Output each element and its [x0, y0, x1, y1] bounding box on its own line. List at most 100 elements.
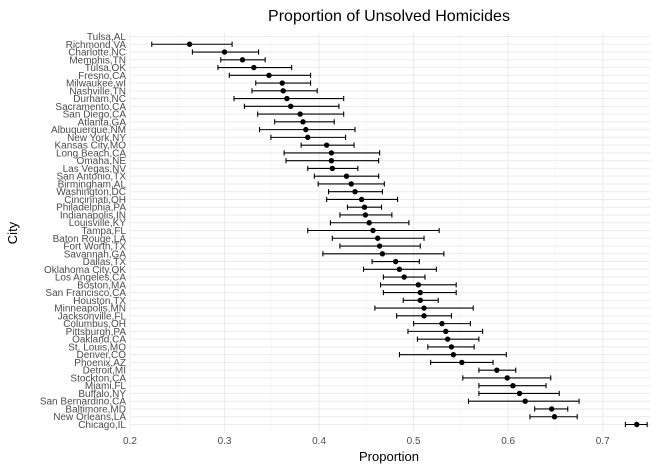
- x-tick-label: 0.3: [218, 436, 232, 447]
- estimate-point: [444, 336, 451, 342]
- city-label: Boston,MA: [77, 280, 126, 291]
- city-label: Columbus,OH: [63, 319, 126, 330]
- estimate-point: [366, 220, 372, 226]
- estimate-point: [448, 344, 455, 350]
- estimate-point: [450, 351, 457, 358]
- city-label: Baltimore,MD: [65, 404, 126, 415]
- city-label: San Antonio,TX: [57, 172, 127, 183]
- x-tick-label: 0.7: [596, 436, 610, 447]
- estimate-point: [396, 266, 403, 272]
- city-label: St. Louis,MO: [68, 342, 126, 353]
- city-label: Phoenix,AZ: [74, 358, 126, 369]
- city-label: Louisville,KY: [69, 218, 127, 229]
- city-label: Baton Rouge,LA: [53, 234, 127, 245]
- x-tick-labels: 0.2 0.3 0.4 0.5 0.6 0.7: [123, 436, 610, 447]
- city-label: San Diego,CA: [63, 110, 127, 121]
- city-label: Tulsa,OK: [85, 63, 127, 74]
- chart-title: Proportion of Unsolved Homicides: [268, 8, 510, 25]
- city-label: Albuquerque,NM: [51, 125, 126, 136]
- estimate-point: [522, 398, 528, 404]
- city-label: Sacramento,CA: [55, 102, 126, 113]
- estimate-point: [459, 359, 465, 366]
- grid: [129, 33, 650, 432]
- city-label: Chicago,IL: [78, 420, 126, 431]
- city-label: Milwaukee,wI: [66, 79, 126, 90]
- estimate-point: [421, 313, 427, 319]
- city-label: Nashville,TN: [69, 86, 126, 97]
- estimate-point: [323, 142, 330, 148]
- estimate-point: [343, 173, 350, 179]
- estimate-point: [352, 189, 358, 195]
- x-tick-label: 0.2: [123, 436, 137, 447]
- city-label: Kansas City,MO: [55, 141, 127, 152]
- estimate-point: [362, 212, 369, 218]
- city-label: New York,NY: [67, 133, 126, 144]
- estimate-point: [494, 367, 500, 373]
- city-label: Las Vegas,NV: [63, 164, 127, 175]
- city-label: Tampa,FL: [82, 226, 127, 237]
- estimate-point: [417, 297, 423, 304]
- city-label: Philadelphia,PA: [56, 203, 126, 214]
- estimate-point: [328, 150, 335, 156]
- estimate-point: [439, 320, 445, 327]
- city-label: Long Beach,CA: [56, 148, 126, 159]
- estimate-point: [300, 119, 306, 125]
- estimate-point: [370, 227, 376, 234]
- city-label: Fort Worth,TX: [63, 242, 126, 253]
- estimate-point: [392, 258, 399, 265]
- estimate-point: [358, 196, 365, 203]
- error-bars: [151, 41, 648, 428]
- estimate-point: [379, 251, 386, 257]
- city-label: Buffalo,NY: [78, 389, 126, 400]
- x-axis-title: Proportion: [359, 449, 419, 464]
- city-label: Memphis,TN: [69, 55, 126, 66]
- estimate-point: [348, 181, 354, 187]
- estimate-point: [443, 328, 449, 335]
- city-label: Miami,FL: [85, 381, 127, 392]
- estimate-point: [516, 390, 523, 397]
- city-label: Denver,CO: [77, 350, 127, 361]
- estimate-point: [239, 57, 246, 63]
- estimate-point: [329, 165, 336, 172]
- city-label: New Orleans,LA: [53, 412, 126, 423]
- estimate-point: [401, 274, 407, 280]
- estimate-point: [415, 282, 422, 288]
- city-label: Charlotte,NC: [68, 48, 126, 59]
- estimate-point: [504, 375, 510, 381]
- city-label: San Francisco,CA: [45, 288, 126, 299]
- estimate-point: [551, 414, 558, 420]
- city-label: Indianapolis,IN: [60, 210, 126, 221]
- estimate-point: [251, 64, 257, 71]
- estimate-point: [361, 204, 368, 210]
- city-label: Cincinnati,OH: [64, 195, 126, 206]
- estimate-point: [634, 421, 640, 428]
- x-tick-label: 0.5: [407, 436, 421, 447]
- city-label: San Bernardino,CA: [40, 397, 126, 408]
- city-label: Houston,TX: [73, 296, 126, 307]
- city-label: Detroit,MI: [83, 366, 126, 377]
- city-label: Birmingham,AL: [58, 179, 127, 190]
- city-label: Atlanta,GA: [78, 117, 127, 128]
- estimate-point: [280, 88, 286, 94]
- estimate-point: [303, 126, 309, 133]
- estimate-point: [421, 305, 427, 311]
- estimate-point: [375, 235, 381, 241]
- city-label: Stockton,CA: [70, 373, 126, 384]
- city-label: Fresno,CA: [78, 71, 126, 82]
- estimate-point: [417, 289, 423, 296]
- points: [186, 41, 640, 428]
- city-label: Tulsa,AL: [87, 32, 127, 43]
- x-tick-label: 0.4: [312, 436, 326, 447]
- city-label: Jacksonville,FL: [58, 311, 127, 322]
- city-label: Pittsburgh,PA: [66, 327, 127, 338]
- city-label: Omaha,NE: [77, 156, 127, 167]
- city-labels: Tulsa,ALRichmond,VACharlotte,NCMemphis,T…: [40, 32, 127, 431]
- estimate-point: [279, 80, 285, 86]
- city-label: Oakland,CA: [72, 335, 126, 346]
- city-label: Washington,DC: [56, 187, 126, 198]
- estimate-point: [297, 111, 303, 117]
- estimate-point: [510, 383, 516, 389]
- city-label: Savannah,GA: [64, 249, 127, 260]
- city-label: Oklahoma City,OK: [44, 265, 126, 276]
